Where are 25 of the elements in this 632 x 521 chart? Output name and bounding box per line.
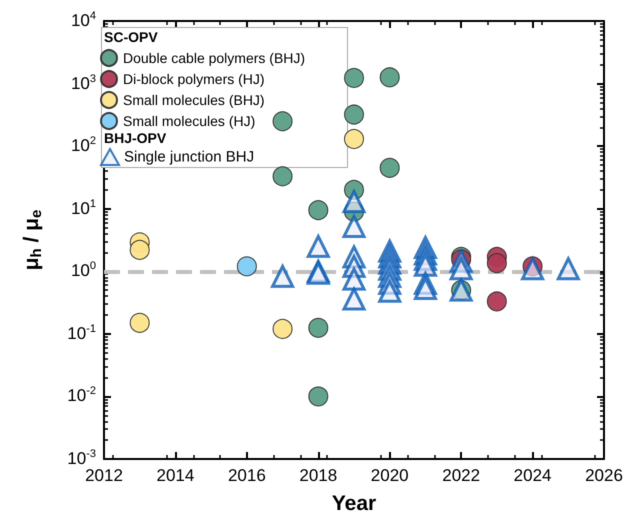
legend-label: Single junction BHJ — [124, 148, 254, 166]
y-tick-label: 10$^{-2}$ — [67, 385, 96, 408]
legend-label: Small molecules (HJ) — [123, 113, 256, 129]
x-tick-label: 2022 — [442, 466, 480, 485]
x-tick-label: 2014 — [156, 466, 194, 485]
y-tick-label: 10$^{-3}$ — [67, 448, 96, 469]
y-tick-label: 10$^{-1}$ — [67, 322, 96, 345]
x-axis-title: Year — [332, 492, 376, 515]
y-tick-label: 10$^{4}$ — [70, 10, 96, 32]
y-tick-label: 10$^{2}$ — [70, 135, 96, 158]
legend-label: Di-block polymers (HJ) — [123, 71, 265, 87]
y-axis-title: μh / μe — [20, 210, 45, 270]
annotation: SC-OPV — [104, 29, 158, 45]
x-tick-label: 2018 — [299, 466, 338, 485]
x-tick-label: 2024 — [514, 466, 552, 485]
y-tick-label: 10$^{0}$ — [70, 260, 96, 282]
x-tick-label: 2012 — [85, 466, 123, 485]
legend-label: Double cable polymers (BHJ) — [123, 50, 306, 66]
y-tick-label: 10$^{1}$ — [70, 198, 96, 220]
x-tick-label: 2020 — [370, 466, 409, 485]
x-tick-label: 2016 — [228, 466, 266, 485]
annotation: BHJ-OPV — [104, 130, 167, 146]
x-tick-label: 2026 — [585, 466, 623, 485]
legend-label: Small molecules (BHJ) — [123, 92, 265, 108]
y-tick-label: 10$^{3}$ — [70, 72, 96, 95]
